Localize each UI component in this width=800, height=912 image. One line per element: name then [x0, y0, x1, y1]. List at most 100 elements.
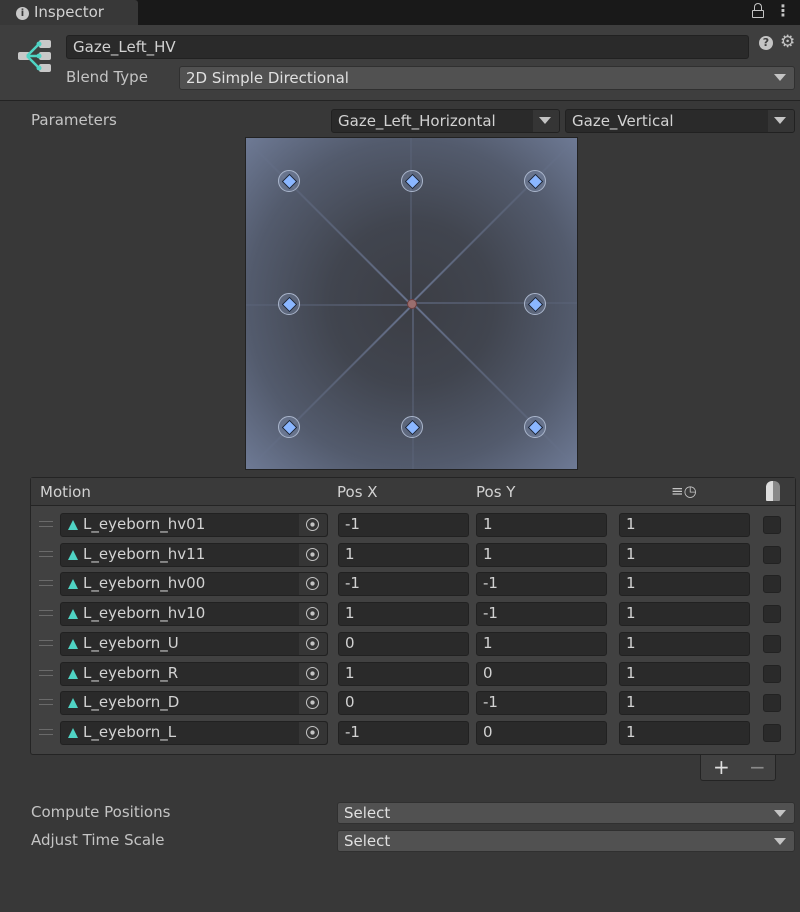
pos-x-input[interactable]: 0 [338, 691, 469, 716]
speed-input[interactable]: 1 [619, 631, 750, 656]
pos-x-input[interactable]: -1 [338, 513, 469, 537]
table-row: L_eyeborn_D 0 -1 1 [31, 691, 795, 716]
pos-y-input[interactable]: 1 [476, 513, 607, 537]
mirror-icon [766, 481, 780, 501]
blend-space-graph[interactable] [245, 137, 578, 470]
animation-clip-icon [68, 549, 78, 560]
chevron-down-icon [774, 838, 786, 845]
add-motion-button[interactable]: + [713, 755, 730, 779]
pos-y-input[interactable]: 1 [476, 542, 607, 567]
motion-field[interactable]: L_eyeborn_hv01 [60, 513, 328, 537]
drag-handle-icon[interactable] [39, 610, 53, 617]
motion-field[interactable]: L_eyeborn_hv00 [60, 572, 328, 597]
blend-point[interactable] [278, 416, 300, 438]
table-row: L_eyeborn_U 0 1 1 [31, 631, 795, 656]
blend-point[interactable] [401, 170, 423, 192]
compute-positions-dropdown[interactable]: Select [337, 802, 795, 824]
motion-name: L_eyeborn_D [83, 693, 180, 712]
pos-x-input[interactable]: -1 [338, 572, 469, 597]
mirror-checkbox[interactable] [763, 694, 781, 713]
header-pos-x: Pos X [337, 483, 378, 501]
adjust-time-scale-dropdown[interactable]: Select [337, 830, 795, 852]
tab-inspector[interactable]: i Inspector [0, 0, 138, 26]
motion-field[interactable]: L_eyeborn_L [60, 720, 328, 745]
blend-point[interactable] [524, 416, 546, 438]
remove-motion-button[interactable]: − [749, 755, 766, 779]
animation-clip-icon [68, 727, 78, 738]
object-picker-icon[interactable] [299, 514, 327, 536]
pos-y-input[interactable]: -1 [476, 691, 607, 716]
help-icon[interactable]: ? [759, 36, 773, 50]
current-position-marker[interactable] [407, 299, 417, 309]
object-picker-icon[interactable] [299, 603, 327, 626]
add-remove-bar: + − [700, 755, 776, 781]
blend-ray [246, 138, 412, 305]
drag-handle-icon[interactable] [39, 728, 53, 735]
motion-name: L_eyeborn_R [83, 663, 179, 682]
x-parameter-dropdown[interactable]: Gaze_Left_Horizontal [331, 109, 560, 133]
pos-x-input[interactable]: 1 [338, 542, 469, 567]
blend-ray [246, 303, 413, 469]
drag-handle-icon[interactable] [39, 580, 53, 587]
drag-handle-icon[interactable] [39, 669, 53, 676]
pos-y-input[interactable]: 0 [476, 720, 607, 745]
motion-field[interactable]: L_eyeborn_R [60, 661, 328, 686]
time-speed-icon: ≡◷ [671, 482, 697, 500]
speed-input[interactable]: 1 [619, 661, 750, 686]
mirror-checkbox[interactable] [763, 575, 781, 594]
blend-type-dropdown[interactable]: 2D Simple Directional [179, 66, 795, 90]
blend-point[interactable] [278, 170, 300, 192]
blend-point[interactable] [524, 293, 546, 315]
object-picker-icon[interactable] [299, 692, 327, 715]
mirror-checkbox[interactable] [763, 634, 781, 653]
blend-point[interactable] [401, 416, 423, 438]
chevron-down-icon [774, 74, 786, 81]
blend-point[interactable] [278, 293, 300, 315]
motion-field[interactable]: L_eyeborn_U [60, 631, 328, 656]
speed-input[interactable]: 1 [619, 542, 750, 567]
blend-tree-name-input[interactable]: Gaze_Left_HV [66, 35, 749, 59]
animation-clip-icon [68, 609, 78, 620]
speed-input[interactable]: 1 [619, 513, 750, 537]
speed-input[interactable]: 1 [619, 720, 750, 745]
blend-point[interactable] [524, 170, 546, 192]
pos-y-input[interactable]: 1 [476, 631, 607, 656]
object-picker-icon[interactable] [299, 573, 327, 596]
speed-input[interactable]: 1 [619, 691, 750, 716]
object-picker-icon[interactable] [299, 662, 327, 685]
pos-x-input[interactable]: 0 [338, 631, 469, 656]
speed-input[interactable]: 1 [619, 572, 750, 597]
table-row: L_eyeborn_hv00 -1 -1 1 [31, 572, 795, 597]
lock-icon[interactable] [752, 3, 764, 19]
mirror-checkbox[interactable] [763, 723, 781, 742]
drag-handle-icon[interactable] [39, 699, 53, 706]
pos-x-input[interactable]: -1 [338, 720, 469, 745]
object-picker-icon[interactable] [299, 632, 327, 655]
compute-positions-value: Select [344, 804, 391, 822]
pos-x-input[interactable]: 1 [338, 602, 469, 627]
speed-input[interactable]: 1 [619, 602, 750, 627]
pos-x-input[interactable]: 1 [338, 661, 469, 686]
object-picker-icon[interactable] [299, 721, 327, 744]
y-parameter-dropdown[interactable]: Gaze_Vertical [565, 109, 795, 133]
motion-name: L_eyeborn_L [83, 722, 177, 741]
pos-y-input[interactable]: 0 [476, 661, 607, 686]
drag-handle-icon[interactable] [39, 639, 53, 646]
animation-clip-icon [68, 579, 78, 590]
drag-handle-icon[interactable] [39, 550, 53, 557]
drag-handle-icon[interactable] [39, 521, 53, 527]
motion-field[interactable]: L_eyeborn_hv11 [60, 542, 328, 567]
blend-type-label: Blend Type [66, 68, 148, 86]
motion-field[interactable]: L_eyeborn_hv10 [60, 602, 328, 627]
mirror-checkbox[interactable] [763, 664, 781, 683]
mirror-checkbox[interactable] [763, 545, 781, 564]
pos-y-input[interactable]: -1 [476, 602, 607, 627]
mirror-checkbox[interactable] [763, 516, 781, 534]
object-picker-icon[interactable] [299, 543, 327, 566]
motion-field[interactable]: L_eyeborn_D [60, 691, 328, 716]
chevron-down-icon [539, 117, 551, 124]
pos-y-input[interactable]: -1 [476, 572, 607, 597]
kebab-menu-icon[interactable]: ⋮ [775, 1, 791, 20]
mirror-checkbox[interactable] [763, 605, 781, 624]
settings-icon[interactable]: ⚙ [780, 32, 796, 52]
